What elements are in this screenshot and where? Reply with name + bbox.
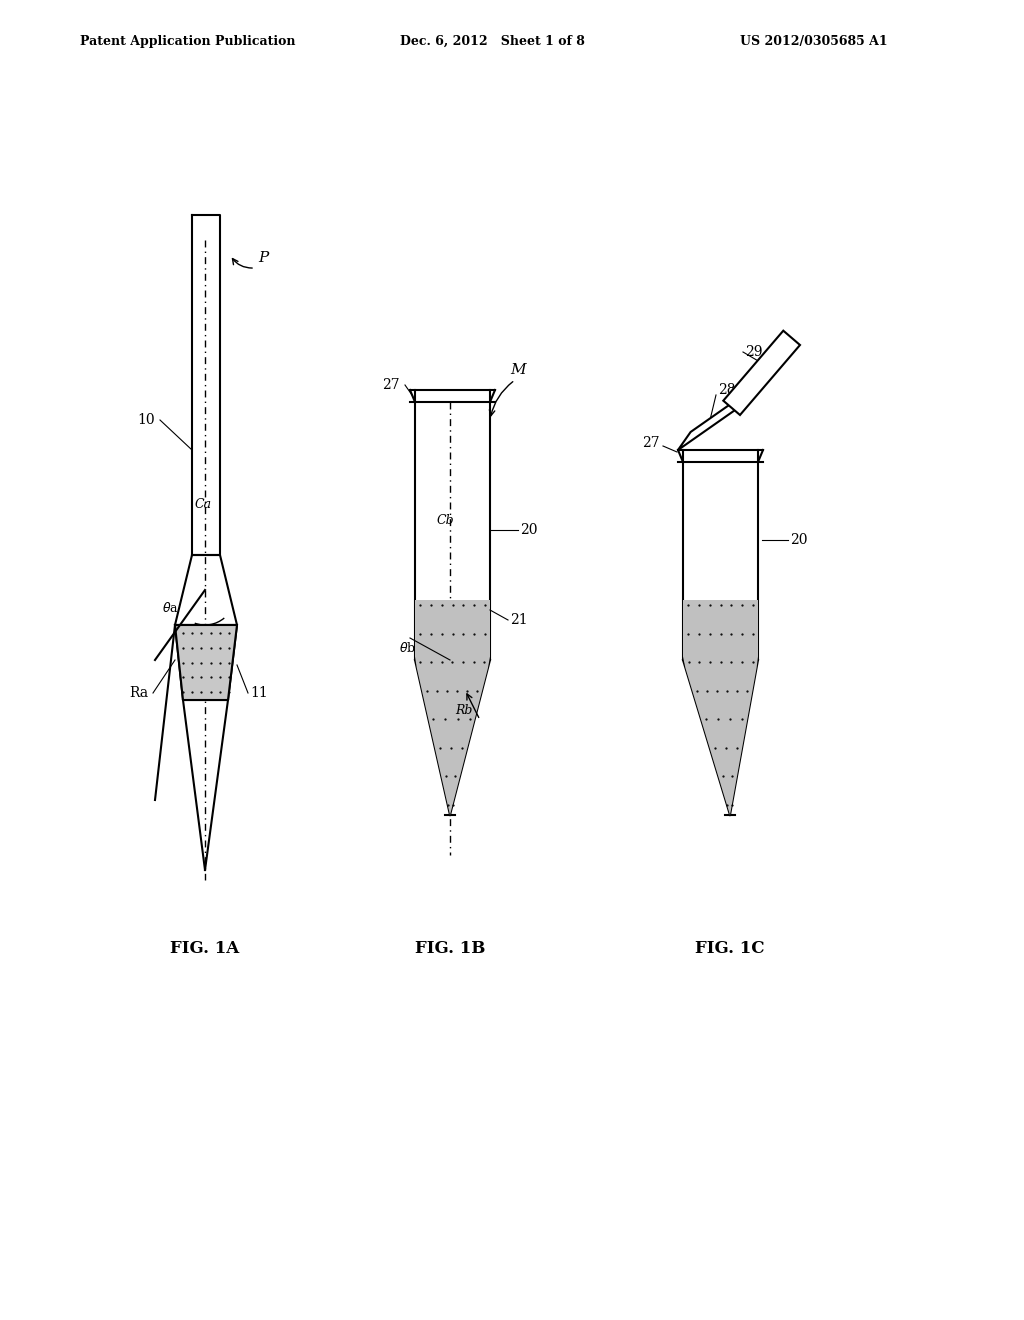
Polygon shape (175, 624, 237, 700)
Text: M: M (510, 363, 525, 378)
Text: Ra: Ra (129, 686, 148, 700)
Text: Patent Application Publication: Patent Application Publication (80, 36, 296, 48)
Text: Cb: Cb (436, 513, 454, 527)
Text: 21: 21 (510, 612, 527, 627)
Polygon shape (683, 601, 758, 814)
Text: 11: 11 (250, 686, 267, 700)
Polygon shape (415, 601, 490, 814)
Text: Ca: Ca (195, 499, 212, 511)
Text: 29: 29 (745, 345, 763, 359)
Text: FIG. 1A: FIG. 1A (170, 940, 240, 957)
Text: 10: 10 (137, 413, 155, 426)
Text: $\theta$a: $\theta$a (162, 601, 178, 615)
Text: 27: 27 (642, 436, 660, 450)
Text: FIG. 1C: FIG. 1C (695, 940, 765, 957)
Text: Rb: Rb (455, 704, 472, 717)
Text: 27: 27 (382, 378, 400, 392)
Text: Dec. 6, 2012   Sheet 1 of 8: Dec. 6, 2012 Sheet 1 of 8 (400, 36, 585, 48)
Text: 28: 28 (718, 383, 735, 397)
Text: P: P (258, 251, 268, 265)
Polygon shape (723, 331, 800, 414)
Polygon shape (678, 385, 756, 450)
Text: US 2012/0305685 A1: US 2012/0305685 A1 (740, 36, 888, 48)
Text: FIG. 1B: FIG. 1B (415, 940, 485, 957)
Text: 20: 20 (520, 523, 538, 537)
Text: 20: 20 (790, 533, 808, 546)
Text: $\theta$b: $\theta$b (399, 642, 417, 655)
